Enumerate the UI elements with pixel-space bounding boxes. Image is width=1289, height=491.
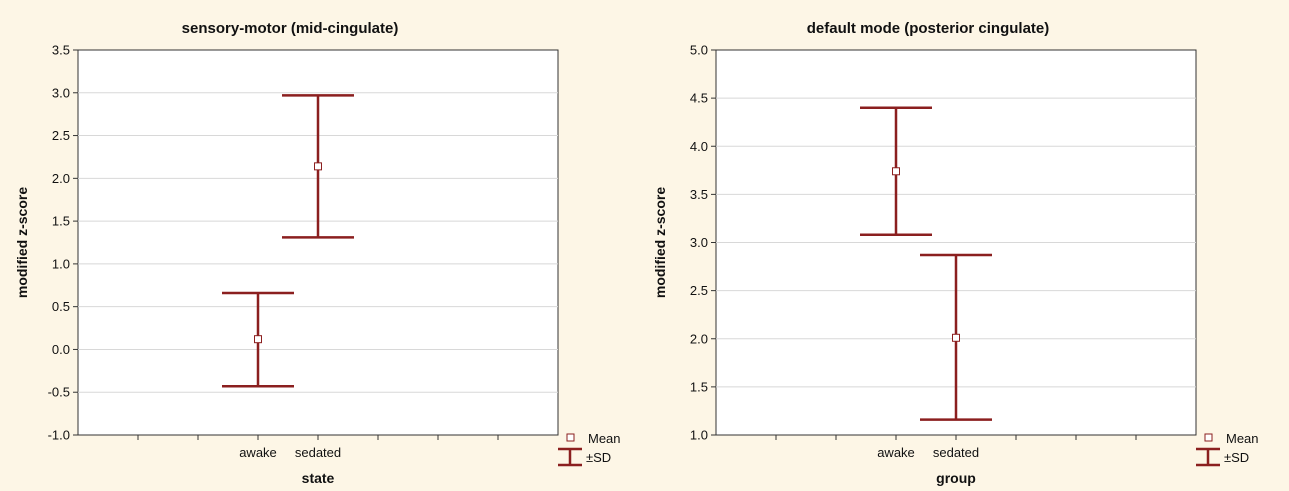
y-tick-label: 1.5 (690, 379, 708, 394)
legend-sd-label: ±SD (586, 450, 611, 465)
y-tick-label: 3.5 (690, 187, 708, 202)
y-tick-label: -1.0 (48, 428, 70, 443)
chart-title: sensory-motor (mid-cingulate) (182, 20, 399, 37)
x-axis-label: state (302, 470, 335, 486)
y-axis-label: modified z-score (652, 187, 668, 298)
x-tick-label: awake (239, 445, 277, 460)
y-tick-label: 2.0 (52, 171, 70, 186)
legend-mean-label: Mean (1226, 431, 1259, 446)
chart-title: default mode (posterior cingulate) (807, 20, 1050, 37)
y-tick-label: 1.0 (690, 428, 708, 443)
mean-marker-awake (892, 167, 900, 176)
y-tick-label: 1.5 (52, 214, 70, 229)
y-tick-label: 4.0 (690, 139, 708, 154)
x-tick-label: sedated (933, 445, 979, 460)
y-tick-label: 3.5 (52, 43, 70, 58)
legend-mean-marker (566, 433, 575, 442)
chart-panel-default-mode: 1.0 1.5 2.0 2.5 3.0 3.5 4.0 4.5 5.0 awake sedated d… (652, 20, 1259, 486)
y-tick-label: 1.0 (52, 256, 70, 271)
y-axis-label: modified z-score (14, 187, 30, 298)
mean-marker-sedated (952, 333, 960, 342)
y-tick-label: 4.5 (690, 91, 708, 106)
x-axis-label: group (936, 470, 976, 486)
legend-mean-label: Mean (588, 431, 621, 446)
x-tick-label: awake (877, 445, 915, 460)
y-tick-label: 2.5 (690, 283, 708, 298)
x-tick-label: sedated (295, 445, 341, 460)
y-tick-label: -0.5 (48, 385, 70, 400)
mean-marker-awake (254, 335, 262, 344)
y-tick-label: 0.0 (52, 342, 70, 357)
y-tick-label: 3.0 (52, 85, 70, 100)
mean-marker-sedated (314, 162, 322, 171)
chart-panel-sensory-motor: -1.0 -0.5 0.0 0.5 1.0 1.5 2.0 2.5 3.0 3.5 awake sed… (14, 20, 621, 486)
y-tick-label: 2.5 (52, 128, 70, 143)
legend-sd-label: ±SD (1224, 450, 1249, 465)
y-tick-label: 3.0 (690, 235, 708, 250)
y-tick-label: 5.0 (690, 43, 708, 58)
legend-mean-marker (1204, 433, 1213, 442)
y-tick-label: 2.0 (690, 331, 708, 346)
y-tick-label: 0.5 (52, 299, 70, 314)
